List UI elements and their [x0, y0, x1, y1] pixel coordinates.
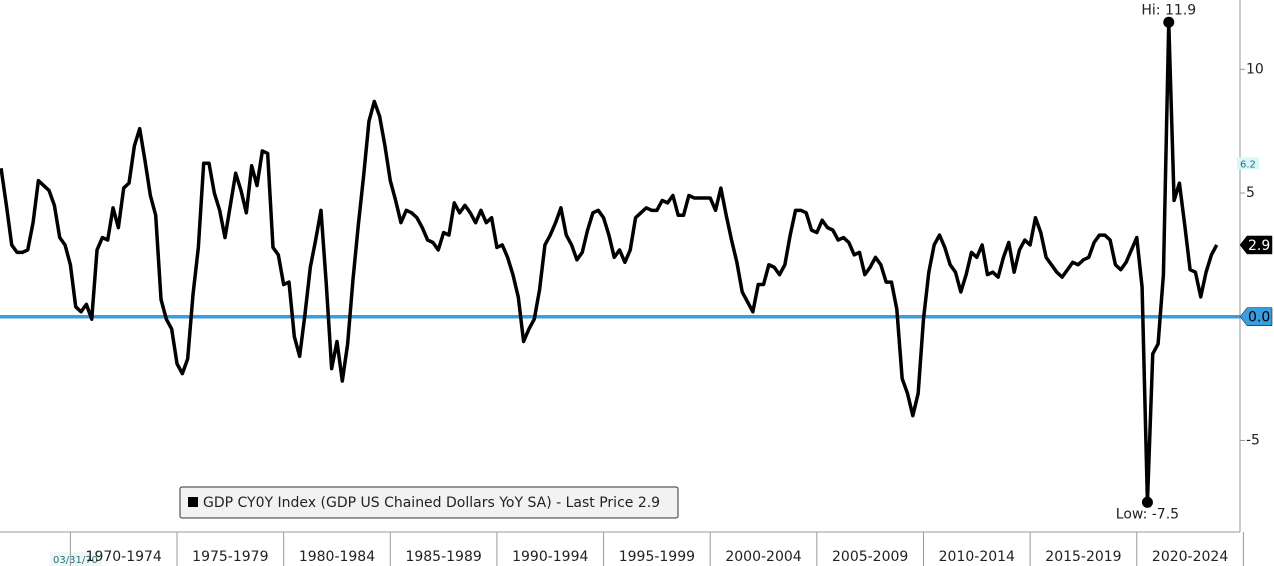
start-date-label: 03/31/70 — [53, 555, 98, 566]
zero-tag-label: 0.0 — [1248, 310, 1270, 326]
zero-tag-bg — [1239, 307, 1273, 326]
x-period-label: 1990-1994 — [512, 549, 588, 565]
x-period-label: 1975-1979 — [192, 549, 268, 565]
legend-swatch — [188, 497, 198, 507]
last-price-tag-label: 2.9 — [1248, 238, 1270, 254]
reference-tag-label: 6.2 — [1240, 159, 1256, 170]
x-period-label: 1980-1984 — [299, 549, 375, 565]
hi-point-label: Hi: 11.9 — [1141, 2, 1196, 18]
y-tick-label: 10 — [1246, 61, 1264, 77]
x-period-label: 1970-1974 — [86, 549, 162, 565]
x-period-label: 2020-2024 — [1152, 549, 1228, 565]
x-period-label: 2015-2019 — [1045, 549, 1121, 565]
x-period-label: 1995-1999 — [619, 549, 695, 565]
low-point — [1141, 496, 1153, 508]
legend: GDP CY0Y Index (GDP US Chained Dollars Y… — [179, 486, 679, 519]
legend-box — [179, 486, 679, 519]
low-point-label: Low: -7.5 — [1116, 506, 1179, 522]
hi-point — [1163, 16, 1175, 28]
last-price-tag-bg — [1239, 235, 1273, 255]
y-tick-label: 5 — [1246, 185, 1255, 201]
x-period-label: 2005-2009 — [832, 549, 908, 565]
data-line — [0, 20, 1219, 505]
x-period-label: 2000-2004 — [725, 549, 801, 565]
date-label-bg — [50, 552, 102, 566]
x-period-label: 2010-2014 — [939, 549, 1015, 565]
x-period-label: 1985-1989 — [405, 549, 481, 565]
reference-tag-bg — [1237, 157, 1259, 170]
y-tick-label: -5 — [1246, 432, 1260, 448]
legend-text: GDP CY0Y Index (GDP US Chained Dollars Y… — [203, 495, 660, 511]
